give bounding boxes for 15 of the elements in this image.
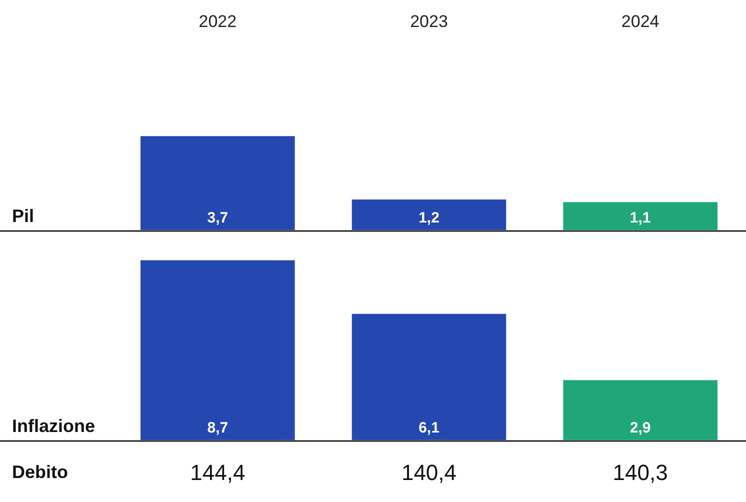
text: Pil — [12, 206, 34, 227]
data-label: 2,9 — [630, 420, 651, 437]
x-tick-label: 2024 — [621, 12, 660, 31]
data-label: 1,1 — [630, 210, 651, 227]
data-label: 1,2 — [418, 210, 440, 227]
text: 140,3 — [612, 460, 669, 486]
x-tick-label: 2023 — [410, 12, 448, 31]
x-tick-label: 2022 — [198, 12, 237, 31]
text: 140,4 — [400, 460, 458, 486]
text: 144,4 — [189, 460, 246, 486]
data-label: 3,7 — [207, 210, 228, 227]
text: Inflazione — [12, 416, 96, 437]
data-label: 6,1 — [418, 420, 440, 437]
data-label: 8,7 — [207, 420, 228, 437]
text: Debito — [12, 462, 68, 483]
